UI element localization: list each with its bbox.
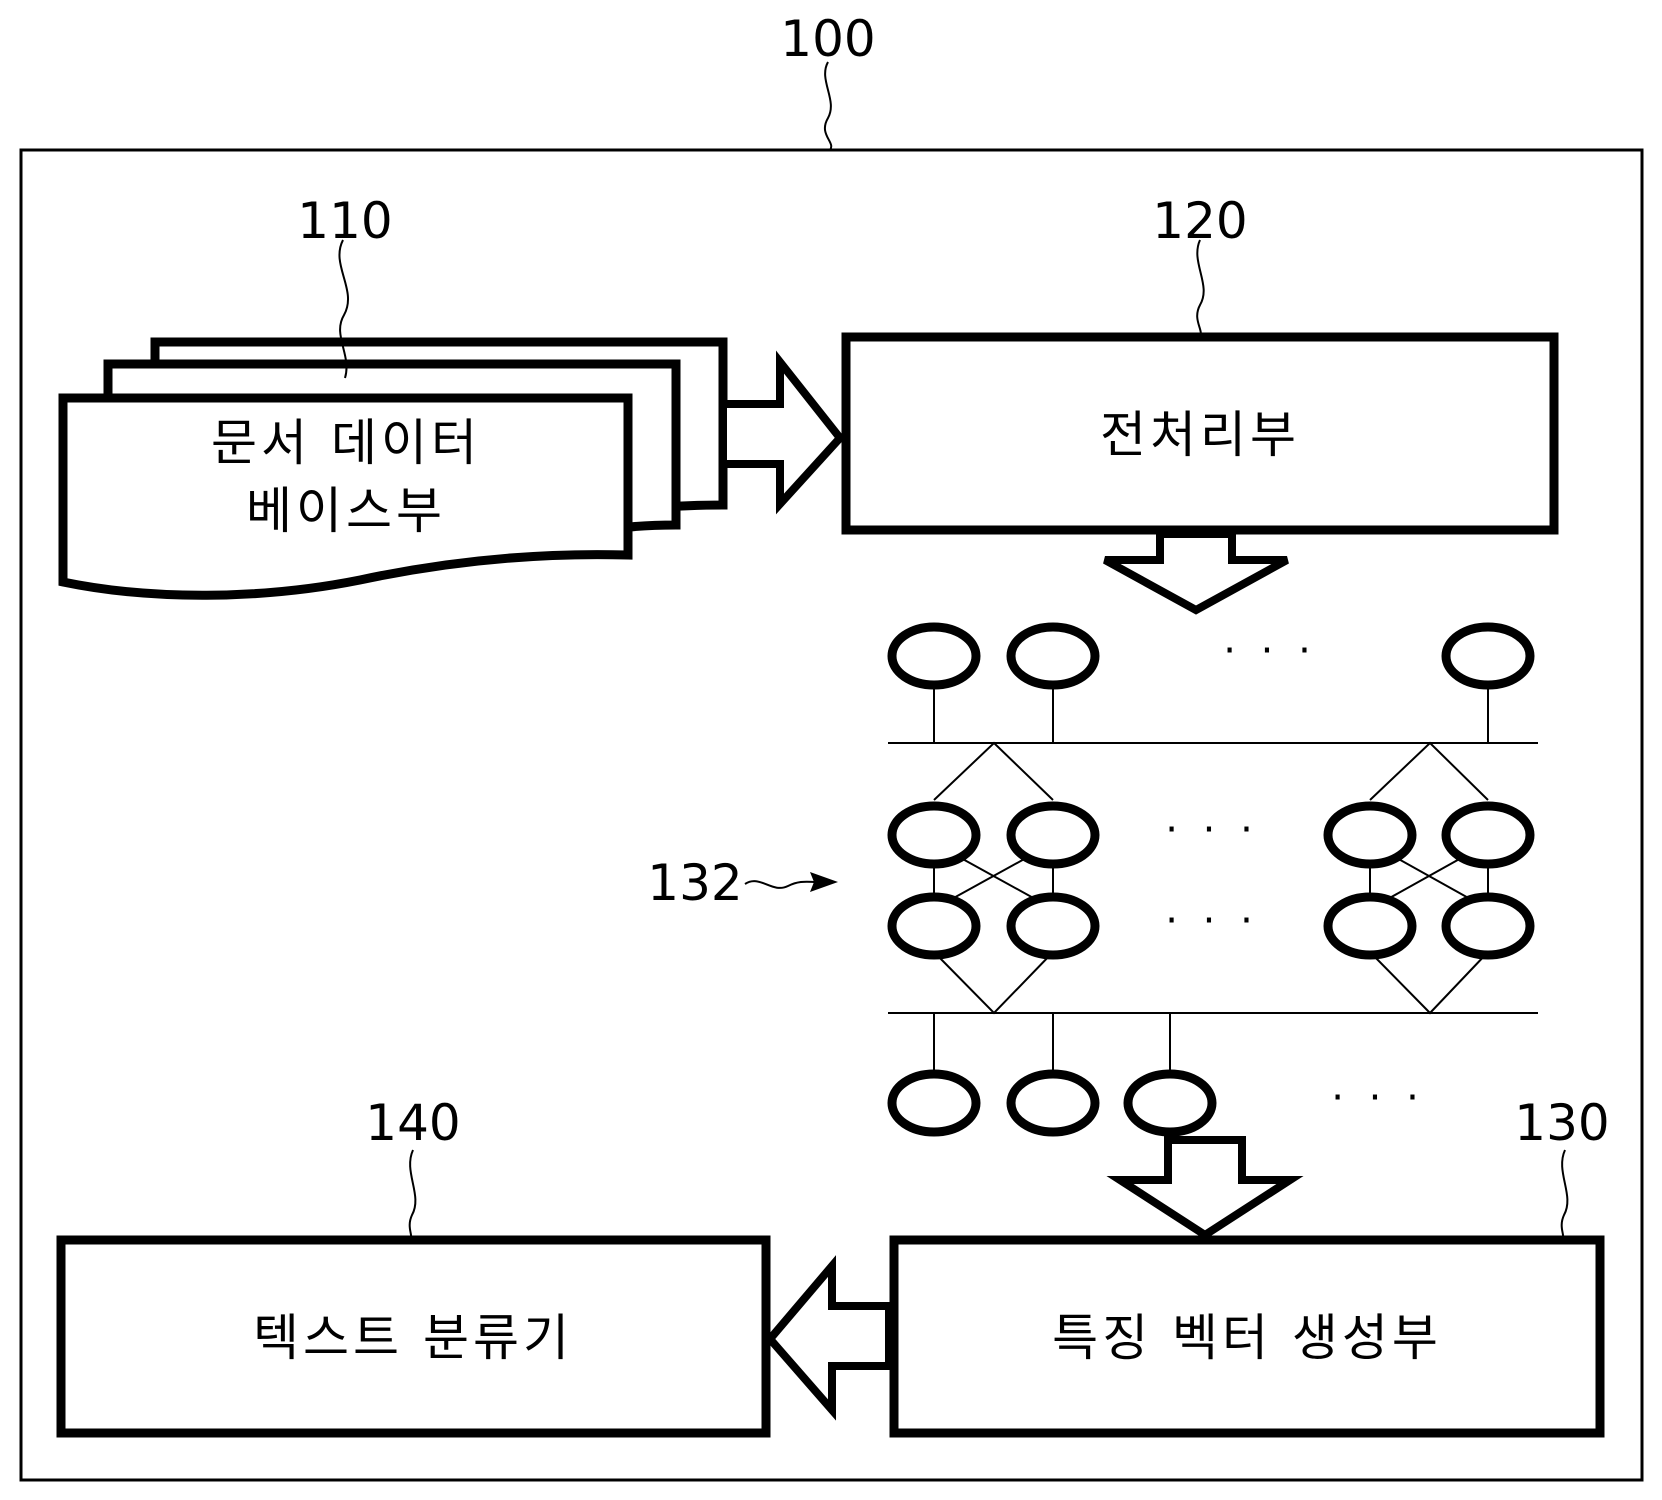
arrow-db-to-preprocessor (723, 362, 840, 504)
text-classifier-label: 텍스트 분류기 (253, 1309, 573, 1367)
network-ref-leader (745, 881, 818, 888)
network-node (1011, 1074, 1095, 1132)
network-ellipsis-row2: · · · (1165, 807, 1259, 853)
network-ellipsis-row4: · · · (1331, 1075, 1425, 1121)
network-ellipsis-row1: · · · (1223, 628, 1317, 674)
network-node (1446, 627, 1530, 685)
network-node (1328, 897, 1412, 955)
document-db-ref: 110 (297, 192, 392, 250)
network-node (1128, 1074, 1212, 1132)
network-node (1328, 806, 1412, 864)
document-db-label-line1: 문서 데이터 (211, 414, 481, 472)
preprocessor-leader (1197, 240, 1204, 337)
text-classifier-leader (410, 1150, 416, 1240)
arrow-network-to-feature-vector (1120, 1140, 1290, 1235)
arrow-preprocessor-to-network (1105, 534, 1287, 610)
network-node (892, 806, 976, 864)
network-node (1446, 806, 1530, 864)
feature-vector-ref: 130 (1514, 1094, 1609, 1152)
network-node (892, 1074, 976, 1132)
system-ref: 100 (780, 10, 875, 68)
feature-vector-leader (1562, 1150, 1568, 1240)
preprocessor-ref: 120 (1152, 192, 1247, 250)
document-db-label-line2: 베이스부 (246, 482, 446, 540)
preprocessor-label: 전처리부 (1100, 406, 1300, 464)
feature-vector-label: 특징 벡터 생성부 (1052, 1309, 1442, 1367)
network-node (1446, 897, 1530, 955)
network-ref-arrowhead (810, 872, 838, 892)
network-node (1011, 897, 1095, 955)
network-node (1011, 806, 1095, 864)
system-leader (825, 62, 831, 150)
network-node (892, 627, 976, 685)
network-ref: 132 (647, 854, 742, 912)
network-ellipsis-row3: · · · (1165, 898, 1259, 944)
network-node (1011, 627, 1095, 685)
network-node (892, 897, 976, 955)
arrow-feature-vector-to-classifier (770, 1266, 889, 1410)
text-classifier-ref: 140 (365, 1094, 460, 1152)
neural-network: · · · · · · · · · · · · (888, 627, 1538, 1132)
